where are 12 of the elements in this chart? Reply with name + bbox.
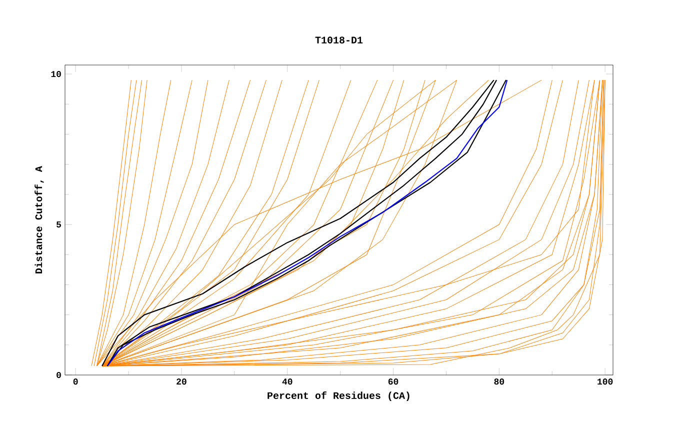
x-axis-title: Percent of Residues (CA) [268, 392, 410, 401]
x-tick-label: 40 [282, 378, 292, 385]
x-tick-label: 80 [494, 378, 504, 385]
x-tick-label: 60 [388, 378, 398, 385]
y-axis-title: Distance Cutoff, A [34, 166, 44, 274]
chart-title: T1018-D1 [315, 36, 363, 44]
x-tick-label: 20 [176, 378, 186, 385]
x-tick-label: 0 [73, 378, 78, 385]
x-tick-label: 100 [598, 378, 613, 385]
y-tick-label: 10 [51, 70, 61, 78]
y-tick-label: 0 [56, 372, 61, 378]
y-tick-label: 5 [56, 222, 62, 228]
